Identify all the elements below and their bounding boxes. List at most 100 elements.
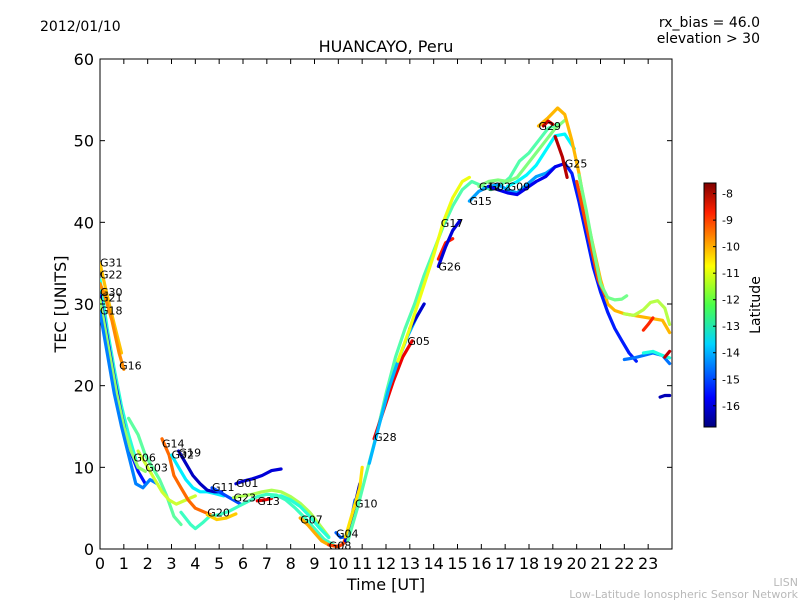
satellite-label-g14: G14 [162, 438, 185, 451]
satellite-label-g11: G11 [212, 481, 235, 494]
series-g32 [169, 453, 226, 498]
satellite-label-g15: G15 [469, 195, 492, 208]
satellite-label-g20: G20 [207, 506, 230, 519]
series-g06 [127, 416, 183, 527]
colorbar-tick-label: -12 [722, 294, 740, 307]
x-tick-label: 12 [376, 554, 396, 573]
x-tick-label: 6 [238, 554, 248, 573]
y-axis-ticks: 0 10 20 30 40 50 60 [74, 50, 672, 559]
satellite-label-g10: G10 [355, 497, 378, 510]
satellite-label-g01: G01 [236, 477, 259, 490]
series-g21 [100, 298, 147, 473]
series-g12 [477, 118, 567, 188]
series-g20 [179, 492, 336, 547]
series-g25h [658, 393, 672, 399]
satellite-label-g08: G08 [329, 540, 352, 553]
x-tick-label: 23 [638, 554, 658, 573]
satellite-label-g29: G29 [539, 120, 562, 133]
series-g16 [100, 282, 126, 371]
colorbar-tick-label: -15 [722, 373, 740, 386]
x-tick-label: 3 [166, 554, 176, 573]
x-tick-label: 15 [447, 554, 467, 573]
y-tick-label: 30 [74, 295, 94, 314]
series-g25f [622, 299, 672, 326]
y-tick-label: 20 [74, 377, 94, 396]
series-g09 [506, 132, 576, 188]
plot-frame [99, 58, 673, 550]
series-g13 [255, 496, 274, 503]
footer-network-full: Low-Latitude Ionospheric Sensor Network [569, 588, 798, 600]
series-g14 [160, 437, 216, 518]
satellite-label-g09: G09 [508, 180, 531, 193]
x-tick-label: 16 [471, 554, 491, 573]
y-tick-label: 40 [74, 213, 94, 232]
colorbar-tick-label: -11 [722, 267, 740, 280]
x-tick-label: 5 [214, 554, 224, 573]
series-g25 [563, 161, 638, 363]
elevation-label: elevation > 30 [657, 31, 760, 47]
series-g15 [467, 165, 557, 203]
satellite-label-g19: G19 [179, 447, 202, 460]
colorbar-tick-label: -10 [722, 241, 740, 254]
satellite-label-g12: G12 [479, 180, 502, 193]
satellite-label-g31: G31 [100, 256, 123, 269]
colorbar [703, 182, 717, 428]
colorbar-tick-label: -9 [722, 214, 733, 227]
series-g31 [100, 261, 124, 355]
satellite-label-g16: G16 [119, 359, 142, 372]
colorbar-label: Latitude [748, 276, 764, 334]
satellite-label-g26: G26 [438, 260, 461, 273]
x-tick-label: 7 [262, 554, 272, 573]
x-tick-label: 11 [352, 554, 372, 573]
colorbar-tick-label: -8 [722, 188, 733, 201]
x-tick-label: 4 [190, 554, 200, 573]
chart-title: HUANCAYO, Peru [319, 37, 454, 56]
series-g29b [541, 119, 555, 128]
satellite-label-g07: G07 [300, 514, 323, 527]
series-g01 [234, 467, 283, 486]
satellite-label-g32: G32 [172, 448, 195, 461]
series-g19 [177, 449, 224, 494]
rx-bias-label: rx_bias = 46.0 [659, 15, 760, 31]
x-tick-label: 8 [286, 554, 296, 573]
series-g25b [553, 135, 569, 179]
x-tick-label: 20 [566, 554, 586, 573]
satellite-label-g18: G18 [100, 305, 123, 318]
x-tick-label: 22 [614, 554, 634, 573]
series-g23 [231, 488, 331, 539]
y-tick-label: 10 [74, 458, 94, 477]
x-tick-label: 21 [590, 554, 610, 573]
x-tick-label: 18 [519, 554, 539, 573]
satellite-label-g23: G23 [234, 492, 257, 505]
satellite-label-g06: G06 [133, 452, 156, 465]
x-axis-label: Time [UT] [346, 575, 425, 594]
satellite-label-g28: G28 [374, 431, 397, 444]
satellite-label-g30: G30 [100, 286, 123, 299]
colorbar-ticks: -8 -9 -10 -11 -12 -13 -14 -15 -16 [713, 188, 740, 413]
y-tick-label: 60 [74, 50, 94, 69]
series-g18 [100, 310, 159, 490]
x-axis-ticks: 0 1 2 3 4 5 6 7 8 9 10 11 12 13 14 15 16 17 18 19 20 21 22 23 [95, 59, 658, 573]
series-g02 [486, 161, 567, 197]
x-tick-label: 10 [328, 554, 348, 573]
series-g25i [641, 316, 655, 332]
colorbar-tick-label: -14 [722, 347, 740, 360]
satellite-label-g05: G05 [407, 335, 430, 348]
x-tick-label: 1 [119, 554, 129, 573]
y-axis-label: TEC [UNITS] [51, 256, 70, 354]
x-tick-label: 19 [543, 554, 563, 573]
series-g03 [136, 449, 197, 506]
satellite-label-g04: G04 [336, 528, 359, 541]
series-layer [100, 106, 672, 549]
series-g17 [396, 175, 471, 363]
series-g25d [577, 173, 629, 302]
x-tick-label: 14 [423, 554, 443, 573]
colorbar-tick-label: -13 [722, 320, 740, 333]
date-label: 2012/01/10 [40, 19, 121, 35]
colorbar-tick-label: -16 [722, 400, 740, 413]
satellite-label-g21: G21 [100, 292, 123, 305]
x-tick-label: 9 [309, 554, 319, 573]
